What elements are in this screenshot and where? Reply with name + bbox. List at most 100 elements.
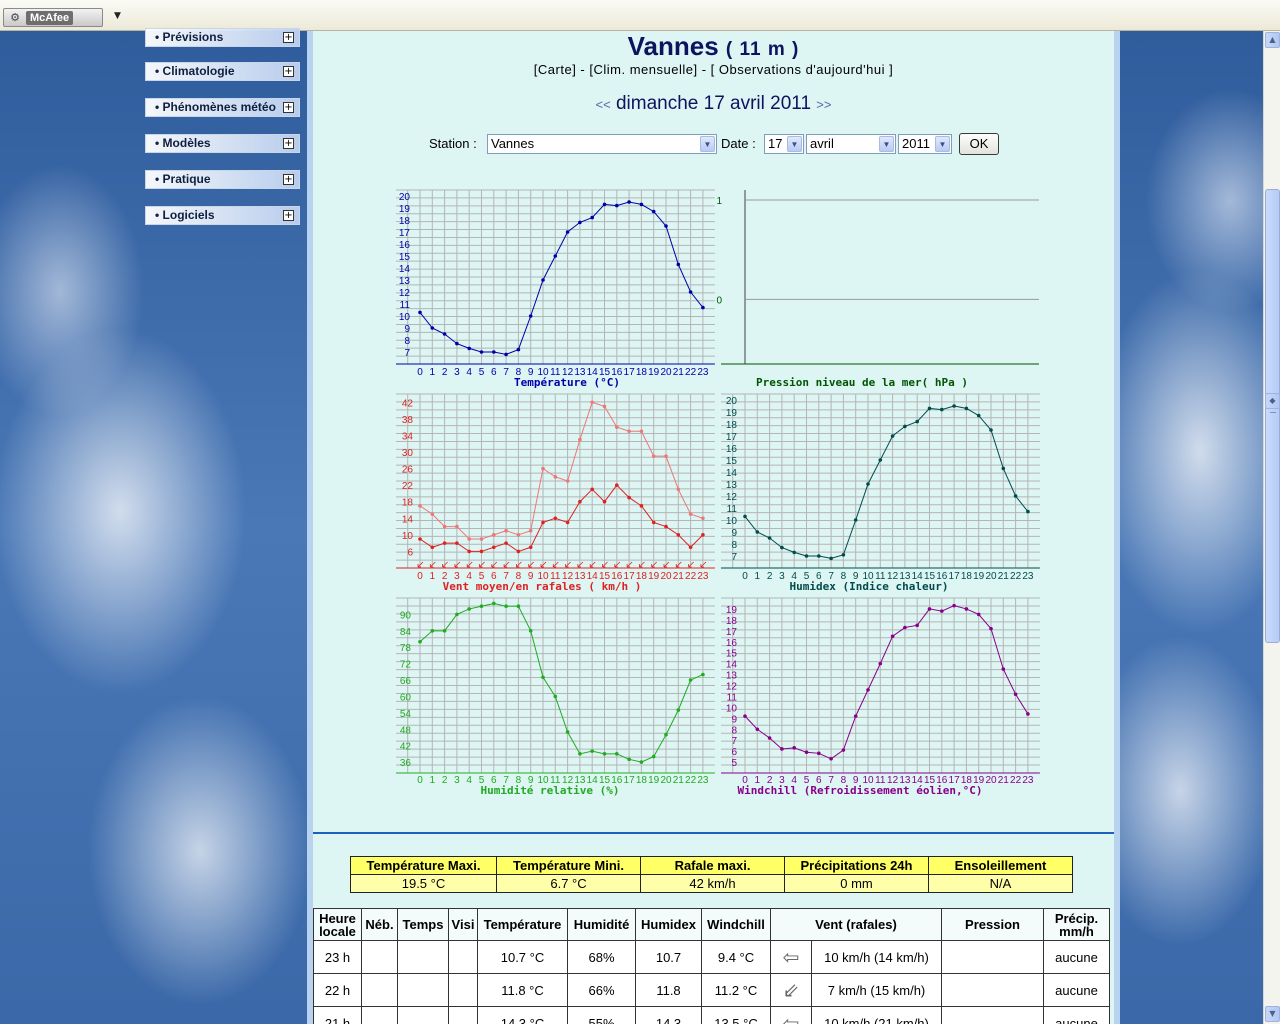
- expand-icon[interactable]: +: [283, 102, 294, 113]
- obs-cell: [397, 973, 449, 1007]
- data-point: [578, 220, 582, 225]
- y-tick-label: 0: [716, 295, 722, 306]
- station-select[interactable]: Vannes ▼: [487, 134, 717, 154]
- observations-table: Heure locale Néb. Temps Visi Température…: [313, 908, 1110, 1024]
- menu-climatologie[interactable]: • Climatologie +: [145, 62, 300, 81]
- x-tick-label: 18: [961, 775, 973, 786]
- prev-day-link[interactable]: <<: [595, 97, 611, 112]
- chart-title: Pression niveau de la mer( hPa ): [756, 376, 968, 389]
- summary-value: 6.7 °C: [496, 874, 641, 893]
- data-point: [418, 504, 422, 508]
- data-point: [455, 612, 459, 617]
- station-label: Station :: [429, 136, 477, 151]
- x-tick-label: 10: [862, 571, 874, 582]
- menu-label: Modèles: [162, 136, 211, 150]
- wind-dir-mark: [663, 561, 670, 568]
- chevron-down-icon[interactable]: ▼: [700, 136, 715, 152]
- data-point: [615, 752, 619, 756]
- expand-icon[interactable]: +: [283, 174, 294, 185]
- chevron-down-icon[interactable]: ▼: [935, 136, 950, 152]
- y-tick-label: 42: [402, 398, 414, 409]
- obs-cell: [448, 973, 478, 1007]
- y-tick-label: 9: [731, 714, 737, 725]
- data-point: [890, 634, 895, 639]
- scroll-down-icon[interactable]: ▼: [1265, 1006, 1280, 1022]
- y-tick-label: 16: [399, 240, 411, 251]
- x-tick-label: 6: [491, 571, 497, 582]
- data-point: [615, 425, 619, 429]
- obs-humidity: 55%: [567, 1006, 636, 1024]
- obs-windchill: 11.2 °C: [701, 973, 771, 1007]
- menu-label: Pratique: [162, 172, 211, 186]
- summary-header: Température Maxi.: [350, 856, 497, 875]
- menu-pratique[interactable]: • Pratique +: [145, 170, 300, 189]
- y-tick-label: 20: [399, 192, 411, 203]
- link-observations[interactable]: [ Observations d'aujourd'hui ]: [710, 62, 894, 77]
- y-tick-label: 54: [400, 709, 412, 720]
- data-point: [565, 520, 570, 525]
- x-tick-label: 22: [685, 367, 697, 378]
- mcafee-dropdown-icon[interactable]: ▼: [114, 11, 121, 21]
- vertical-scrollbar[interactable]: ▲ ◆ ▼: [1263, 31, 1280, 1024]
- data-point: [676, 533, 681, 537]
- y-tick-label: 7: [731, 736, 737, 747]
- y-tick-label: 14: [726, 468, 738, 479]
- y-tick-label: 90: [400, 610, 412, 621]
- chevron-down-icon[interactable]: ▼: [787, 136, 802, 152]
- table-row: 21 h 14.3 °C 55% 14.3 13.5 °C ⇦ 10 km/h …: [313, 1006, 1110, 1024]
- expand-icon[interactable]: +: [283, 32, 294, 43]
- x-tick-label: 4: [466, 367, 472, 378]
- menu-modeles[interactable]: • Modèles +: [145, 134, 300, 153]
- data-point: [479, 537, 484, 541]
- data-point: [442, 332, 447, 336]
- x-tick-label: 22: [685, 775, 697, 786]
- menu-label: Prévisions: [162, 30, 224, 44]
- data-point: [504, 528, 508, 533]
- y-tick-label: 9: [731, 528, 737, 539]
- x-tick-label: 15: [924, 775, 936, 786]
- data-point: [528, 314, 533, 318]
- data-point: [479, 350, 484, 354]
- data-point: [516, 549, 521, 554]
- mcafee-button[interactable]: ⚙ McAfee: [3, 8, 103, 27]
- x-tick-label: 17: [624, 367, 636, 378]
- month-select[interactable]: avril ▼: [806, 134, 896, 154]
- data-point: [903, 625, 907, 630]
- scrollbar-thumb[interactable]: [1265, 189, 1280, 643]
- ok-button[interactable]: OK: [959, 133, 999, 155]
- chevron-down-icon[interactable]: ▼: [879, 136, 894, 152]
- data-point: [755, 727, 760, 732]
- link-clim-mensuelle[interactable]: [Clim. mensuelle]: [589, 62, 698, 77]
- data-point: [890, 434, 895, 438]
- expand-icon[interactable]: +: [283, 66, 294, 77]
- data-point: [553, 516, 558, 521]
- y-tick-label: 7: [731, 552, 737, 563]
- data-point: [676, 708, 681, 712]
- arrow-down-left-icon: ⇙: [782, 979, 800, 1002]
- x-tick-label: 1: [755, 775, 761, 786]
- x-tick-label: 9: [853, 571, 859, 582]
- data-point: [701, 305, 705, 310]
- menu-previsions[interactable]: • Prévisions +: [145, 28, 300, 47]
- next-day-link[interactable]: >>: [816, 97, 832, 112]
- x-tick-label: 13: [899, 775, 911, 786]
- y-tick-label: 38: [402, 415, 414, 426]
- expand-icon[interactable]: +: [283, 210, 294, 221]
- day-select[interactable]: 17 ▼: [764, 134, 804, 154]
- expand-icon[interactable]: +: [283, 138, 294, 149]
- menu-logiciels[interactable]: • Logiciels +: [145, 206, 300, 225]
- data-point: [504, 604, 508, 609]
- data-point: [841, 748, 846, 752]
- scroll-up-icon[interactable]: ▲: [1265, 32, 1280, 48]
- menu-phenomenes-meteo[interactable]: • Phénomènes météo +: [145, 98, 300, 117]
- year-select[interactable]: 2011 ▼: [898, 134, 952, 154]
- link-carte[interactable]: [Carte]: [533, 62, 577, 77]
- obs-precip: aucune: [1043, 973, 1110, 1007]
- data-point: [602, 404, 607, 409]
- data-point: [590, 749, 594, 753]
- x-tick-label: 14: [587, 571, 599, 582]
- x-tick-label: 12: [562, 367, 574, 378]
- wind-dir-mark: [626, 561, 633, 568]
- wind-dir-mark: [491, 561, 498, 568]
- data-point: [964, 406, 969, 411]
